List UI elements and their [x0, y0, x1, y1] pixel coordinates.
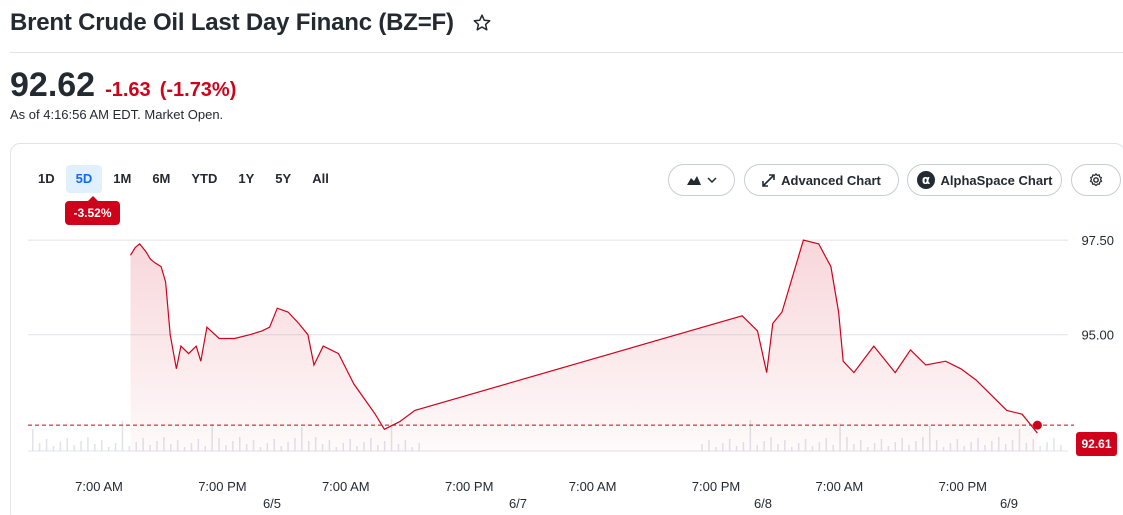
volume-bar — [66, 438, 68, 451]
volume-bar — [94, 444, 96, 451]
x-date-label: 6/9 — [1000, 496, 1018, 511]
range-tab-ytd[interactable]: YTD — [191, 171, 218, 186]
chart-type-button[interactable] — [668, 164, 735, 196]
volume-bar — [1053, 438, 1055, 451]
alphaspace-chart-button[interactable]: α AlphaSpace Chart — [907, 164, 1062, 196]
y-tick-label: 95.00 — [1081, 328, 1114, 343]
volume-bar — [101, 440, 103, 451]
x-tick-label: 7:00 AM — [75, 479, 123, 494]
settings-button[interactable] — [1071, 164, 1121, 196]
current-price-badge: 92.61 — [1076, 432, 1117, 456]
x-date-label: 6/8 — [754, 496, 772, 511]
range-tab-1y[interactable]: 1Y — [238, 171, 255, 186]
advanced-chart-label: Advanced Chart — [781, 172, 881, 188]
price-area — [130, 240, 1038, 452]
volume-bar — [59, 442, 62, 451]
volume-bar — [80, 441, 82, 451]
volume-bar — [32, 429, 34, 451]
x-tick-label: 7:00 AM — [322, 479, 370, 494]
range-tab-1d[interactable]: 1D — [38, 171, 55, 186]
page-title: Brent Crude Oil Last Day Financ (BZ=F) — [10, 9, 454, 36]
range-tab-1m[interactable]: 1M — [113, 171, 132, 186]
volume-bar — [121, 421, 124, 451]
advanced-chart-button[interactable]: Advanced Chart — [744, 164, 899, 196]
volume-bar — [45, 439, 48, 451]
market-status: As of 4:16:56 AM EDT. Market Open. — [10, 107, 224, 122]
gear-icon — [1089, 173, 1103, 187]
x-tick-label: 7:00 PM — [692, 479, 740, 494]
price-change-percent: (-1.73%) — [159, 79, 237, 101]
volume-bar — [128, 446, 131, 451]
range-tab-5y[interactable]: 5Y — [275, 171, 292, 186]
x-tick-label: 7:00 PM — [445, 479, 493, 494]
x-date-label: 6/5 — [263, 496, 281, 511]
mountain-chart-icon — [686, 176, 701, 185]
price-change: -1.63 — [105, 79, 151, 101]
volume-bar — [107, 447, 110, 451]
y-tick-label: 97.50 — [1081, 233, 1114, 248]
quote-row: 92.62 -1.63 (-1.73%) — [10, 66, 236, 105]
volume-bar — [73, 445, 75, 451]
x-tick-label: 7:00 AM — [816, 479, 864, 494]
range-tabs: 1D 5D 1M 6M YTD 1Y 5Y All — [28, 165, 340, 193]
title-row: Brent Crude Oil Last Day Financ (BZ=F) — [10, 8, 492, 38]
range-tab-all[interactable]: All — [312, 171, 329, 186]
volume-bar — [52, 446, 55, 451]
volume-bar — [114, 443, 117, 451]
chevron-down-icon — [706, 177, 717, 183]
expand-arrows-icon — [762, 173, 775, 187]
alphaspace-chart-label: AlphaSpace Chart — [940, 172, 1053, 188]
volume-bar — [1046, 442, 1048, 451]
x-tick-label: 7:00 PM — [939, 479, 987, 494]
range-tab-5d[interactable]: 5D — [65, 165, 103, 193]
last-price-dot — [1032, 420, 1042, 430]
volume-bar — [1060, 445, 1062, 451]
x-tick-label: 7:00 AM — [569, 479, 617, 494]
alpha-icon: α — [916, 171, 935, 189]
range-tab-6m[interactable]: 6M — [152, 171, 171, 186]
price-value: 92.62 — [10, 66, 96, 104]
svg-text:α: α — [921, 173, 929, 187]
volume-bar — [87, 437, 89, 451]
price-line — [129, 239, 1038, 434]
header-divider — [10, 52, 1123, 53]
volume-bar — [38, 443, 41, 451]
volume-bar — [1039, 446, 1041, 451]
star-outline-icon[interactable] — [472, 13, 492, 33]
x-tick-label: 7:00 PM — [198, 479, 246, 494]
x-date-label: 6/7 — [509, 496, 527, 511]
chart-card — [10, 143, 1123, 515]
range-change-badge: -3.52% — [65, 196, 120, 225]
